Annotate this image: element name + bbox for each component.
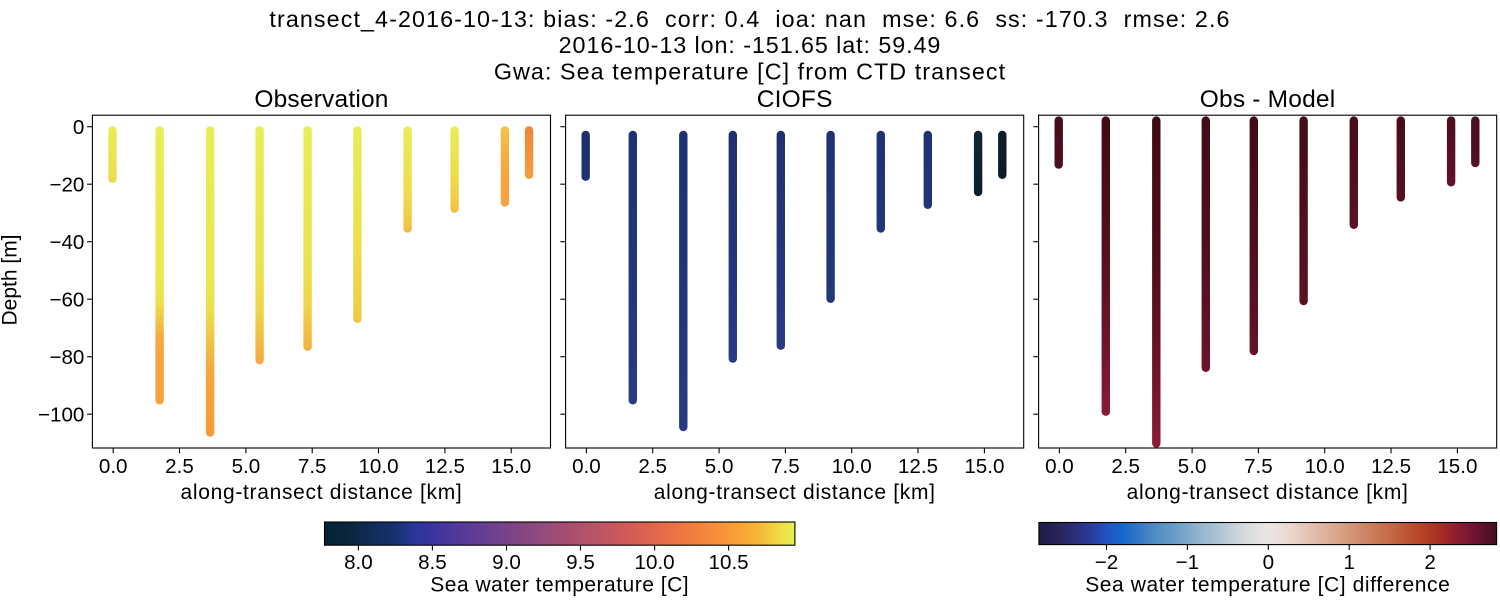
svg-text:10.5: 10.5 [709, 551, 749, 574]
svg-text:2.5: 2.5 [1111, 455, 1140, 478]
svg-text:2: 2 [1424, 551, 1435, 574]
svg-text:transect_4-2016-10-13: bias: -: transect_4-2016-10-13: bias: -2.6 corr: … [269, 6, 1230, 32]
svg-text:0: 0 [73, 116, 84, 139]
svg-text:5.0: 5.0 [705, 455, 734, 478]
svg-text:along-transect distance [km]: along-transect distance [km] [654, 481, 936, 504]
svg-text:1: 1 [1343, 551, 1354, 574]
svg-text:15.0: 15.0 [964, 455, 1004, 478]
svg-text:CIOFS: CIOFS [757, 86, 833, 113]
svg-text:Obs - Model: Obs - Model [1200, 86, 1336, 113]
svg-text:−100: −100 [38, 403, 84, 426]
svg-text:2016-10-13 lon: -151.65 lat: 5: 2016-10-13 lon: -151.65 lat: 59.49 [559, 32, 942, 58]
svg-text:12.5: 12.5 [898, 455, 938, 478]
svg-text:Observation: Observation [254, 86, 388, 113]
svg-text:−60: −60 [49, 288, 84, 311]
svg-text:5.0: 5.0 [232, 455, 261, 478]
svg-text:8.5: 8.5 [418, 551, 447, 574]
svg-text:along-transect distance [km]: along-transect distance [km] [181, 481, 463, 504]
svg-text:Sea water temperature [C] diff: Sea water temperature [C] difference [1085, 573, 1450, 596]
svg-text:Gwa: Sea temperature [C] from: Gwa: Sea temperature [C] from CTD transe… [494, 58, 1006, 84]
svg-text:0: 0 [1263, 551, 1274, 574]
svg-text:2.5: 2.5 [638, 455, 667, 478]
svg-text:0.0: 0.0 [99, 455, 128, 478]
svg-text:7.5: 7.5 [771, 455, 800, 478]
svg-text:9.5: 9.5 [566, 551, 595, 574]
svg-text:along-transect distance [km]: along-transect distance [km] [1127, 481, 1409, 504]
svg-text:10.0: 10.0 [635, 551, 675, 574]
svg-text:0.0: 0.0 [1045, 455, 1074, 478]
svg-text:−1: −1 [1176, 551, 1199, 574]
svg-text:10.0: 10.0 [358, 455, 398, 478]
svg-text:−40: −40 [49, 231, 84, 254]
svg-text:12.5: 12.5 [1371, 455, 1411, 478]
svg-text:−2: −2 [1095, 551, 1118, 574]
svg-text:5.0: 5.0 [1178, 455, 1207, 478]
svg-text:12.5: 12.5 [425, 455, 465, 478]
svg-text:10.0: 10.0 [832, 455, 872, 478]
svg-text:8.0: 8.0 [344, 551, 373, 574]
svg-text:Depth [m]: Depth [m] [0, 234, 22, 325]
svg-text:15.0: 15.0 [1437, 455, 1477, 478]
svg-text:0.0: 0.0 [572, 455, 601, 478]
svg-text:7.5: 7.5 [1244, 455, 1273, 478]
svg-text:15.0: 15.0 [491, 455, 531, 478]
svg-text:2.5: 2.5 [165, 455, 194, 478]
svg-text:−20: −20 [49, 173, 84, 196]
svg-text:Sea water temperature [C]: Sea water temperature [C] [430, 573, 689, 596]
svg-text:10.0: 10.0 [1305, 455, 1345, 478]
svg-text:9.0: 9.0 [492, 551, 521, 574]
svg-text:−80: −80 [49, 346, 84, 369]
svg-text:7.5: 7.5 [298, 455, 327, 478]
